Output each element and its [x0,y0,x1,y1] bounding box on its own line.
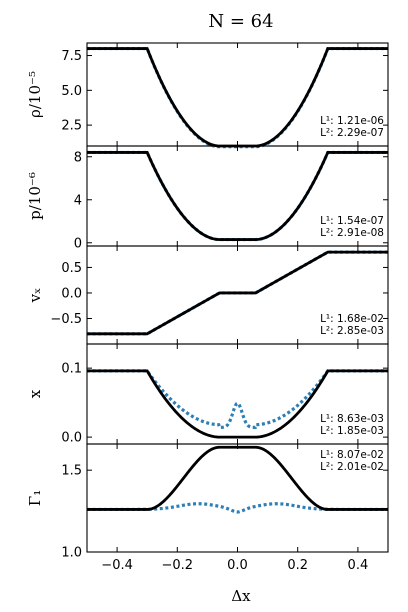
l2-error-label: L²: 2.29e-07 [320,127,384,139]
y-tick-label: 2.5 [61,119,82,134]
panel-gamma1: 1.0 1.5 −0.4 −0.2 0.0 0.2 0.4 Γ₁ L¹: 8.07e-02L²:… [26,443,389,573]
y-tick-label: 0 [74,236,82,251]
y-axis-label: ρ/10⁻⁵ [26,71,44,118]
exact-solution-line [87,250,388,336]
y-tick-label: 0.0 [61,286,82,301]
l1-error-label: L¹: 1.21e-06 [320,115,384,127]
l1-error-label: L¹: 8.63e-03 [320,413,384,425]
l1-error-label: L¹: 1.68e-02 [320,313,384,325]
x-tick-label: −0.4 [101,558,133,573]
y-tick-label: 0.1 [61,362,82,377]
y-tick-label: 5.0 [61,84,82,99]
y-tick-label: 1.0 [61,546,82,561]
exact-solution-line [87,369,388,439]
x-tick-label: 0.2 [287,558,308,573]
l2-error-label: L²: 2.91e-08 [320,227,384,239]
x-tick-label: 0.4 [348,558,369,573]
y-tick-label: 0.5 [61,261,82,276]
y-tick-label: 1.5 [61,464,82,479]
l1-error-label: L¹: 1.54e-07 [320,215,384,227]
l1-error-label: L¹: 8.07e-02 [320,449,384,461]
x-axis-label: Δx [231,587,251,605]
figure-title: N = 64 [208,11,273,32]
exact-solution-line [87,151,388,241]
y-axis-label: vₓ [26,288,44,304]
y-tick-label: 8 [74,150,82,165]
y-axis-label: x [26,389,44,398]
y-tick-label: 4 [74,193,82,208]
y-axis-label: p/10⁻⁶ [26,172,44,220]
y-axis-label: Γ₁ [26,490,44,506]
y-tick-label: 7.5 [61,49,82,64]
l2-error-label: L²: 2.85e-03 [320,325,384,337]
x-tick-label: −0.2 [162,558,194,573]
y-tick-label: −0.5 [50,312,82,327]
x-tick-label: 0.0 [227,558,248,573]
y-tick-label: 0.0 [61,431,82,446]
l2-error-label: L²: 1.85e-03 [320,425,384,437]
l2-error-label: L²: 2.01e-02 [320,461,384,473]
